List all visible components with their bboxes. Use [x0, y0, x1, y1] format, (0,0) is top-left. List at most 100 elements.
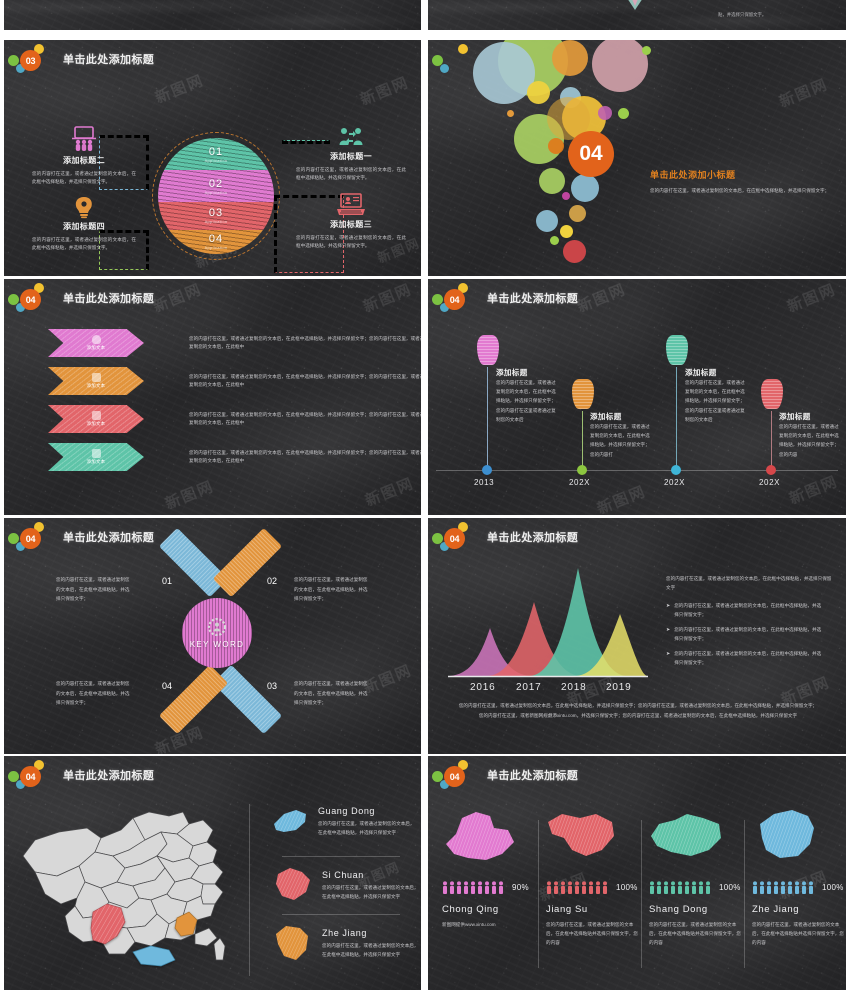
slide-number-badge: 04 [20, 766, 41, 787]
stat-column[interactable]: 100% Shang Dong 您的内容打在这里，或者通过复制您的文本后，在此框… [649, 808, 741, 948]
province-guangdong[interactable] [132, 945, 176, 967]
top-partial-slide-right[interactable]: 贴，并选择只保留文字。 [428, 0, 846, 30]
green-dot-icon [432, 533, 443, 544]
bullet-item[interactable]: ➤ 您的内容打在这里，或者通过复制您的文本后，在此框中选择粘贴，并选择只保留文字… [666, 602, 834, 619]
bubble [563, 240, 586, 263]
slide-x-keyword[interactable]: 新图网 新图网 04 单击此处添加标题 01 02 03 04 [4, 518, 421, 754]
timeline-dot[interactable] [482, 465, 492, 475]
balloon-marker[interactable] [666, 335, 688, 365]
timeline-label: 添加标题 [685, 368, 717, 377]
chevron-row[interactable]: 添加文本 您的内容打在这里，或者通过复制您的文本后，在此框中选择粘贴，并选择只保… [48, 405, 421, 433]
segment-02[interactable]: 02 Application [158, 170, 274, 202]
callout-title-one[interactable]: 添加标题一 您的内容打在这里，或者通过复制您的文本后，在此框中选择粘贴，并选择只… [292, 126, 410, 183]
chevron-row[interactable]: 添加文本 您的内容打在这里，或者通过复制您的文本后，在此框中选择粘贴，并选择只保… [48, 367, 421, 395]
spike-chart[interactable]: 2016 2017 2018 2019 [448, 566, 648, 693]
chart-xtick: 2016 [470, 682, 496, 693]
x-number-03: 03 [267, 681, 278, 691]
people-gauge: 90% [442, 881, 534, 894]
bullet-text: 您的内容打在这里，或者通过复制您的文本后，在此框中选择粘贴，并选择只保留文字； [674, 627, 822, 641]
stat-column[interactable]: 90% Chong Qing 新图网提供www.xintu.com [442, 808, 534, 929]
person-icon-row [753, 881, 813, 894]
chart-xtick: 2017 [516, 682, 542, 693]
chevron-text: 您的内容打在这里，或者通过复制您的文本后，在此框中选择粘贴，并选择只保留文字；您… [189, 449, 421, 463]
china-provinces-map[interactable] [17, 794, 237, 974]
segment-04[interactable]: 04 Application [158, 229, 274, 254]
balloon-marker[interactable] [477, 335, 499, 365]
timeline-dot[interactable] [766, 465, 776, 475]
watermark: 新图网 [358, 73, 412, 109]
province-text: 您的内容打在这里，或者通过复制您的文本后，在此框中选择粘贴，并选择只保留文字 [322, 943, 419, 958]
timeline-year: 2013 [474, 478, 495, 487]
watermark: 新图网 [787, 472, 841, 508]
slide-spike-chart[interactable]: 新图网 新图网 04 单击此处添加标题 2016 2017 2018 2 [428, 518, 846, 754]
watermark: 新图网 [153, 71, 207, 107]
chevron-shape[interactable]: 添加文本 [48, 443, 144, 471]
slide-header: 03 单击此处添加标题 [8, 44, 154, 73]
arrow-bullet-icon: ➤ [666, 651, 671, 658]
callout-text: 您的内容打在这里，或者通过复制您的文本后，在此框中选择粘贴，并选择只保留文字。 [32, 237, 136, 251]
x-arm-02[interactable] [212, 527, 283, 598]
chevron-row[interactable]: 添加文本 您的内容打在这里，或者通过复制您的文本后，在此框中选择粘贴，并选择只保… [48, 329, 421, 357]
page-title: 单击此处添加标题 [63, 770, 155, 782]
map-legend-item[interactable]: Guang Dong 您的内容打在这里，或者通过复制您的文本后，在此框中选择粘贴… [272, 806, 418, 840]
callout-title-four[interactable]: 添加标题四 您的内容打在这里，或者通过复制您的文本后，在此框中选择粘贴，并选择只… [28, 195, 140, 253]
x-arm-03[interactable] [212, 664, 283, 735]
chevron-label: 添加文本 [86, 345, 106, 350]
sichuan-shape-icon [276, 868, 310, 900]
chart-side-text[interactable]: 您的内容打在这里，或者通过复制您的文本后，在此框中选择粘贴，并选择只保留文字 ➤… [666, 574, 834, 674]
briefcase-icon [91, 373, 101, 382]
chevron-shape[interactable]: 添加文本 [48, 367, 144, 395]
chevron-row[interactable]: 添加文本 您的内容打在这里，或者通过复制您的文本后，在此框中选择粘贴，并选择只保… [48, 443, 421, 471]
spike-2016 [450, 628, 530, 676]
stat-column[interactable]: 100% Jiang Su 您的内容打在这里，或者通过复制您的文本后，在此框中选… [546, 808, 638, 948]
segment-03[interactable]: 03 Application [158, 201, 274, 230]
bubble [539, 168, 565, 194]
yellow-dot-icon [34, 522, 44, 532]
balloon-marker[interactable] [761, 379, 783, 409]
watermark: 新图网 [575, 280, 629, 316]
laptop-presentation-icon [337, 193, 365, 215]
slide-bubbles-section[interactable]: 新图网 04 单击此处添加小标题 [428, 40, 846, 276]
slide-header: 04 单击此处添加标题 [8, 522, 154, 551]
balloon-marker[interactable] [572, 379, 594, 409]
timeline-dot[interactable] [577, 465, 587, 475]
connector-line-left-upper [99, 135, 149, 190]
stat-column[interactable]: 100% Zhe Jiang 您的内容打在这里，或者通过复制您的文本后，在此框中… [752, 808, 844, 948]
bubbles-text-block[interactable]: 单击此处添加小标题 您的内容打在这里，或者通过复制您的文本后，在应框中选择粘贴，… [650, 168, 830, 196]
green-dot-icon [8, 771, 19, 782]
x-number-02: 02 [267, 576, 278, 586]
x-arm-04[interactable] [158, 664, 229, 735]
callout-title-three[interactable]: 添加标题三 您的内容打在这里，或者通过复制您的文本后，在此框中选择粘贴，并选择只… [292, 193, 410, 251]
header-dots: 04 [8, 760, 58, 789]
x-arm-01[interactable] [158, 527, 229, 598]
slide-province-stats[interactable]: 新图网 新图网 04 单击此处添加标题 [428, 756, 846, 990]
slide-chevrons[interactable]: 新图网 新图网 新图网 新图网 04 单击此处添加标题 添加文本 您的内容打在这… [4, 279, 421, 515]
blue-dot-icon [16, 303, 25, 312]
slide-circle-segments[interactable]: 新图网 新图网 新图网 新图网 03 单击此处添加标题 01 Applicati… [4, 40, 421, 276]
keyword-circle[interactable]: KEY WORD [182, 598, 252, 668]
province-text: 您的内容打在这里，或者通过复制您的文本后，在此框中选择粘贴，并选择只保留文字 [322, 885, 419, 900]
chevron-label: 添加文本 [86, 459, 106, 464]
vertical-divider [249, 804, 250, 976]
callout-text: 您的内容打在这里，或者通过复制您的文本后，在此框中选择粘贴，并选择只保留文字。 [32, 171, 136, 185]
callout-title-two[interactable]: 添加标题二 您的内容打在这里，或者通过复制您的文本后，在此框中选择粘贴，并选择只… [28, 126, 140, 187]
bullet-item[interactable]: ➤ 您的内容打在这里，或者通过复制您的文本后，在此框中选择粘贴，并选择只保留文字… [666, 626, 834, 643]
timeline-dot[interactable] [671, 465, 681, 475]
slide-china-map[interactable]: 新图网 新图网 04 单击此处添加标题 [4, 756, 421, 990]
slide-timeline-balloons[interactable]: 新图网 新图网 新图网 新图网 04 单击此处添加标题 添加标题 您的内 [428, 279, 846, 515]
watermark: 新图网 [361, 280, 415, 316]
province-zhejiang[interactable] [174, 911, 198, 937]
chevron-shape[interactable]: 添加文本 [48, 329, 144, 357]
map-legend-item[interactable]: Si Chuan 您的内容打在这里，或者通过复制您的文本后，在此框中选择粘贴，并… [272, 864, 421, 904]
timeline-text: 您的内容打在这里，或者通过复制您的文本后，在此框中选择粘贴，并选择只保留文字；您… [496, 380, 556, 422]
segmented-circle-diagram[interactable]: 01 Application 02 Application 03 Applica… [152, 132, 280, 260]
chevron-shape[interactable]: 添加文本 [48, 405, 144, 433]
timeline-label: 添加标题 [496, 368, 528, 377]
segment-caption: Application [204, 157, 228, 163]
top-partial-slide-left[interactable] [4, 0, 421, 30]
header-dots [432, 44, 482, 73]
bullet-item[interactable]: ➤ 您的内容打在这里，或者通过复制您的文本后，在此框中选择粘贴，并选择只保留文字… [666, 650, 834, 667]
map-legend-item[interactable]: Zhe Jiang 您的内容打在这里，或者通过复制您的文本后，在此框中选择粘贴，… [272, 922, 421, 966]
segment-01[interactable]: 01 Application [158, 138, 274, 171]
